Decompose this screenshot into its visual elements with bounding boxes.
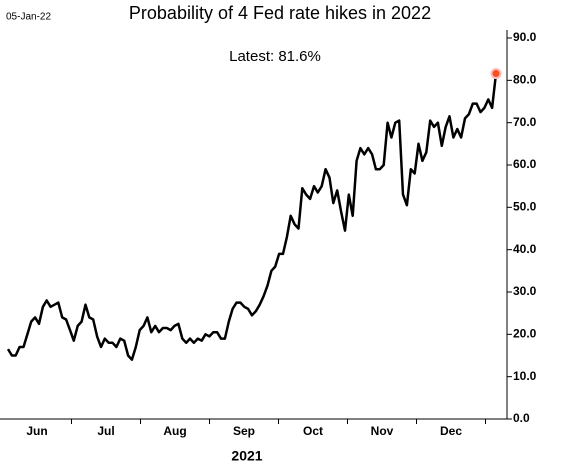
x-tick-label: Sep (233, 424, 255, 438)
x-tick-label: Dec (440, 424, 462, 438)
y-tick-label: 20.0 (513, 327, 537, 341)
latest-marker (490, 68, 502, 80)
y-tick-label: 70.0 (513, 115, 537, 129)
y-tick-label: 0.0 (513, 411, 530, 425)
y-tick-label: 60.0 (513, 157, 537, 171)
date-label: 05-Jan-22 (6, 12, 51, 23)
y-tick-label: 80.0 (513, 73, 537, 87)
x-axis-label: 2021 (231, 448, 262, 464)
y-tick-label: 30.0 (513, 284, 537, 298)
y-tick-label: 90.0 (513, 30, 537, 44)
annotation: Latest: 81.6% (229, 48, 321, 65)
x-tick-label: Nov (371, 424, 394, 438)
y-tick-label: 10.0 (513, 369, 537, 383)
x-tick-label: Jun (26, 424, 47, 438)
y-tick-label: 40.0 (513, 242, 537, 256)
chart-title: Probability of 4 Fed rate hikes in 2022 (129, 3, 431, 23)
y-tick-label: 50.0 (513, 200, 537, 214)
x-tick-label: Aug (163, 424, 186, 438)
line-series (6, 73, 498, 361)
x-tick-label: Oct (303, 424, 323, 438)
x-tick-label: Jul (97, 424, 114, 438)
